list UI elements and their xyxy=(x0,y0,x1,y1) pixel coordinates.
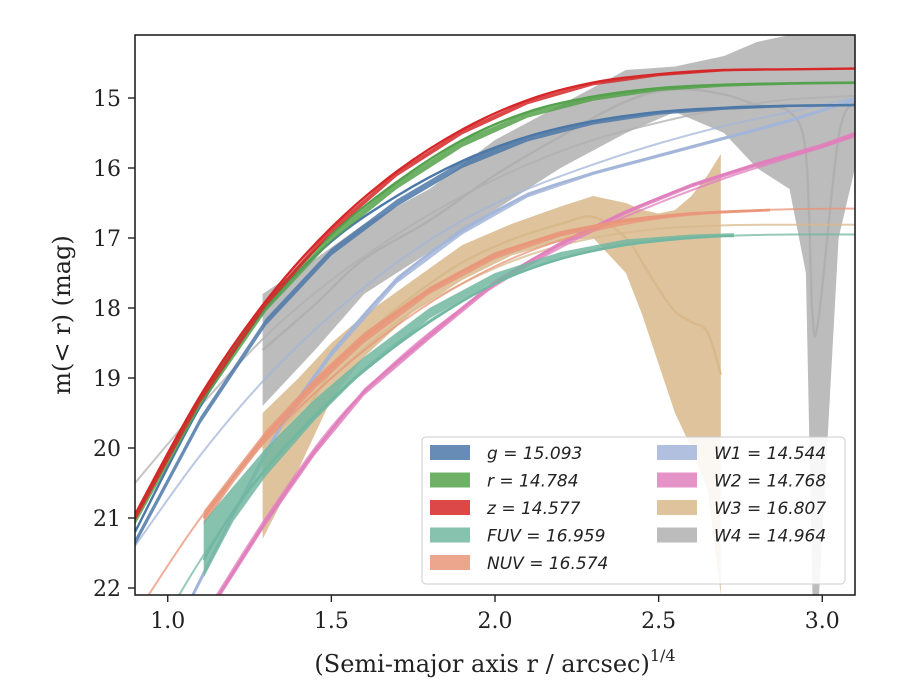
x-tick-label: 1.5 xyxy=(314,609,349,634)
x-tick-label: 2.0 xyxy=(478,609,513,634)
legend-label-w1: W1 = 14.544 xyxy=(714,444,826,464)
y-tick-label: 20 xyxy=(93,437,121,462)
legend-swatch-z xyxy=(430,500,470,515)
legend: g = 15.093 r = 14.784 z = 14.577 FUV = 16.9… xyxy=(421,436,846,585)
y-tick-label: 17 xyxy=(93,227,121,252)
legend-swatch-r xyxy=(430,472,470,488)
series-fuv xyxy=(177,233,855,595)
legend-item-w2: W2 = 14.768 xyxy=(657,472,826,492)
legend-label-w3: W3 = 16.807 xyxy=(714,499,826,519)
legend-swatch-w3 xyxy=(657,500,697,515)
series-w3-band xyxy=(262,154,721,595)
legend-label-r: r = 14.784 xyxy=(487,472,579,492)
x-tick-label: 2.5 xyxy=(641,609,676,634)
series-w1-model-line xyxy=(135,97,855,547)
legend-item-z: z = 14.577 xyxy=(430,499,581,519)
series-w4-band xyxy=(262,35,855,595)
legend-item-w3: W3 = 16.807 xyxy=(657,499,826,519)
x-axis-label-main: (Semi-major axis r / arcsec) xyxy=(314,650,649,678)
legend-item-r: r = 14.784 xyxy=(430,472,579,492)
y-tick-label: 18 xyxy=(93,297,121,322)
legend-swatch-w2 xyxy=(657,472,697,488)
legend-label-z: z = 14.577 xyxy=(486,499,581,519)
legend-item-w4: W4 = 14.964 xyxy=(657,527,826,547)
legend-label-nuv: NUV = 16.574 xyxy=(487,554,608,574)
legend-swatch-g xyxy=(430,445,470,460)
y-tick-label: 15 xyxy=(93,87,121,112)
legend-label-w2: W2 = 14.768 xyxy=(714,472,826,492)
legend-swatch-w4 xyxy=(657,527,697,543)
legend-swatch-w1 xyxy=(657,445,697,460)
series-layer xyxy=(135,35,855,595)
series-nuv xyxy=(147,207,855,595)
series-fuv-band xyxy=(203,233,734,578)
series-w4-line xyxy=(261,87,855,351)
series-fuv-line xyxy=(202,234,734,561)
legend-label-w4: W4 = 14.964 xyxy=(714,527,826,547)
x-axis-label-exponent: 1/4 xyxy=(650,646,676,665)
y-axis-label: m(< r) (mag) xyxy=(48,235,76,394)
y-tick-label: 16 xyxy=(93,157,121,182)
legend-label-fuv: FUV = 16.959 xyxy=(487,527,605,547)
legend-item-nuv: NUV = 16.574 xyxy=(430,554,608,574)
legend-swatch-nuv xyxy=(430,555,470,570)
y-tick-label: 21 xyxy=(93,507,121,532)
legend-item-w1: W1 = 14.544 xyxy=(657,444,826,464)
y-tick-label: 19 xyxy=(93,367,121,392)
x-tick-label: 1.0 xyxy=(150,609,185,634)
ticks-layer: 1.0 1.5 2.0 2.5 3.0 15 16 17 18 19 20 21 22 xyxy=(93,87,840,634)
legend-box xyxy=(421,436,846,585)
series-z-line xyxy=(135,67,855,516)
legend-item-g: g = 15.093 xyxy=(430,444,582,464)
y-tick-label: 22 xyxy=(93,577,121,602)
legend-label-g: g = 15.093 xyxy=(487,444,582,464)
series-nuv-line xyxy=(202,208,770,519)
series-z xyxy=(135,67,855,522)
x-axis-label: (Semi-major axis r / arcsec)1/4 xyxy=(314,646,675,678)
legend-swatch-fuv xyxy=(430,527,470,543)
x-tick-label: 3.0 xyxy=(805,609,840,634)
legend-item-fuv: FUV = 16.959 xyxy=(430,527,605,547)
